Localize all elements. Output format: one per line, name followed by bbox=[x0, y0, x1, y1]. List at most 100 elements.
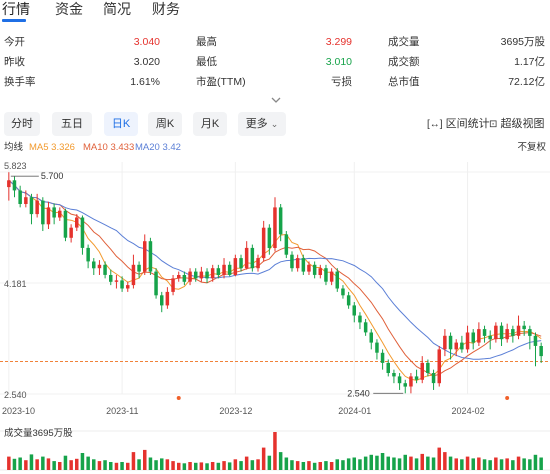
candle-body bbox=[358, 315, 362, 323]
volume-bar bbox=[250, 460, 255, 470]
candle-body bbox=[29, 197, 34, 215]
volume-bar bbox=[126, 462, 130, 470]
range-stats-button[interactable]: [↔] 区间统计 bbox=[427, 116, 490, 133]
x-tick-label: 2023-12 bbox=[219, 406, 252, 416]
volume-bar bbox=[205, 463, 209, 470]
candle-body bbox=[154, 271, 158, 296]
volume-bar bbox=[341, 460, 345, 470]
stat-value-pe-ttm: 亏损 bbox=[331, 76, 352, 88]
volume-bar bbox=[533, 454, 538, 470]
stat-label-prev-close: 昨收 bbox=[4, 56, 25, 68]
candle-body bbox=[256, 258, 260, 269]
candle-body bbox=[352, 305, 356, 316]
volume-bar bbox=[437, 447, 441, 470]
tab-quote[interactable]: 行情 bbox=[2, 1, 30, 17]
volume-bar bbox=[75, 458, 79, 470]
candle-body bbox=[160, 295, 164, 306]
range-stats-label: 区间统计 bbox=[445, 118, 490, 130]
volume-bar bbox=[63, 455, 68, 470]
ma-legend: 均线 MA5 3.326 MA10 3.433 MA20 3.42 不复权 bbox=[0, 141, 550, 155]
volume-bar bbox=[312, 462, 317, 470]
volume-bar bbox=[52, 461, 56, 470]
candle-body bbox=[324, 268, 328, 282]
volume-bar bbox=[160, 458, 164, 470]
volume-bar bbox=[256, 459, 260, 470]
volume-bar bbox=[97, 461, 102, 470]
volume-bar bbox=[380, 453, 385, 470]
volume-bar bbox=[363, 456, 368, 470]
volume-bar bbox=[154, 460, 158, 470]
ma-legend-title: 均线 bbox=[4, 142, 24, 153]
period-intraday[interactable]: 分时 bbox=[4, 112, 40, 136]
stat-value-turnover-rate: 1.61% bbox=[130, 76, 160, 88]
candle-body bbox=[171, 278, 175, 292]
volume-bar bbox=[222, 461, 226, 470]
stat-value-prev-close: 3.020 bbox=[133, 56, 160, 68]
expand-stats-chevron-icon[interactable] bbox=[271, 96, 281, 104]
volume-bar bbox=[403, 454, 407, 470]
candle-body bbox=[63, 210, 68, 238]
volume-bar bbox=[505, 458, 509, 470]
volume-bar bbox=[443, 452, 447, 470]
volume-bar bbox=[12, 458, 17, 470]
ma5-legend: MA5 3.326 bbox=[29, 142, 75, 153]
volume-bar bbox=[58, 462, 62, 470]
event-dot bbox=[176, 396, 181, 400]
stat-label-pe-ttm: 市盈(TTM) bbox=[196, 76, 246, 88]
period-toolbar: 分时 五日 日K 周K 月K 更多 ⌄ [↔] 区间统计 ⊡ 超级视图 bbox=[0, 112, 550, 138]
low-marker-label: 2.540 bbox=[347, 388, 370, 398]
candle-body bbox=[409, 376, 413, 387]
volume-bar bbox=[120, 462, 124, 470]
candle-body bbox=[528, 329, 532, 336]
volume-bar bbox=[522, 458, 526, 470]
candle-body bbox=[273, 207, 277, 248]
volume-bar bbox=[171, 461, 175, 470]
volume-bar bbox=[516, 456, 521, 470]
stat-label-high: 最高 bbox=[196, 36, 217, 48]
candle-body bbox=[35, 200, 39, 215]
candle-body bbox=[194, 271, 198, 279]
adjust-mode-button[interactable]: 不复权 bbox=[517, 142, 546, 153]
volume-bar bbox=[29, 454, 34, 470]
candle-body bbox=[7, 180, 11, 188]
candle-body bbox=[143, 241, 147, 272]
stat-label-open: 今开 bbox=[4, 36, 25, 48]
tab-funds[interactable]: 资金 bbox=[55, 1, 83, 17]
stat-label-volume: 成交量 bbox=[388, 36, 420, 48]
volume-bar bbox=[182, 463, 187, 470]
candle-body bbox=[216, 268, 221, 275]
super-view-button[interactable]: ⊡ 超级视图 bbox=[489, 116, 544, 133]
candle-body bbox=[318, 268, 322, 275]
volume-bar bbox=[41, 456, 45, 470]
volume-bar bbox=[511, 460, 515, 470]
volume-bar bbox=[488, 460, 492, 470]
period-more-button[interactable]: 更多 ⌄ bbox=[238, 112, 286, 136]
volume-bar bbox=[307, 461, 311, 470]
candle-body bbox=[363, 322, 368, 333]
super-view-label: 超级视图 bbox=[500, 118, 545, 130]
stat-value-low: 3.010 bbox=[325, 56, 352, 68]
tab-profile[interactable]: 简况 bbox=[103, 1, 131, 17]
stat-label-turnover-rate: 换手率 bbox=[4, 76, 36, 88]
candle-body bbox=[426, 362, 430, 373]
volume-bar bbox=[177, 462, 181, 470]
x-tick-label: 2024-01 bbox=[338, 406, 371, 416]
period-daily-k[interactable]: 日K bbox=[104, 112, 138, 136]
candle-body bbox=[420, 362, 424, 380]
candle-body bbox=[24, 197, 28, 204]
candle-body bbox=[301, 258, 306, 272]
stat-value-volume: 3695万股 bbox=[500, 36, 545, 48]
candle-body bbox=[239, 258, 243, 269]
candle-body bbox=[284, 234, 289, 255]
candle-body bbox=[126, 285, 130, 289]
period-five-day[interactable]: 五日 bbox=[52, 112, 92, 136]
candle-body bbox=[375, 342, 379, 353]
candle-body bbox=[18, 190, 22, 204]
period-monthly-k[interactable]: 月K bbox=[193, 112, 227, 136]
volume-bar bbox=[24, 460, 28, 470]
volume-bar bbox=[471, 458, 475, 470]
period-weekly-k[interactable]: 周K bbox=[148, 112, 182, 136]
candle-body bbox=[120, 280, 124, 289]
tab-finance[interactable]: 财务 bbox=[152, 1, 180, 17]
